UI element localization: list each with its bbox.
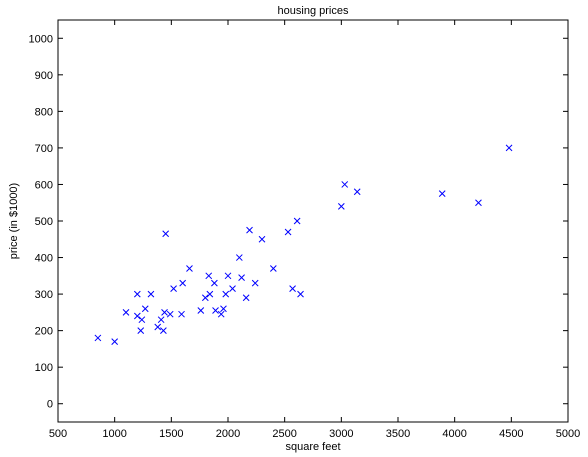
- y-tick-label: 400: [35, 253, 53, 265]
- data-point-marker: [137, 327, 145, 334]
- data-point-marker: [201, 294, 209, 302]
- data-point-marker: [242, 294, 250, 302]
- y-tick-label: 100: [35, 362, 53, 374]
- data-point-marker: [293, 217, 301, 225]
- data-point-marker: [205, 272, 213, 280]
- data-point-marker: [235, 254, 243, 261]
- data-point-marker: [246, 226, 253, 234]
- y-tick-label: 300: [35, 289, 53, 301]
- y-tick-label: 800: [35, 106, 53, 118]
- data-point-marker: [229, 285, 236, 292]
- data-point-marker: [186, 265, 193, 272]
- y-axis-ticks: 0 100 200 300 400 500 600 700 800 900 1000: [29, 33, 568, 411]
- data-point-marker: [212, 307, 219, 314]
- data-point-marker: [179, 279, 187, 287]
- data-point-marker: [289, 285, 296, 292]
- y-axis-title: price (in $1000): [8, 183, 20, 259]
- data-point-marker: [222, 290, 230, 298]
- data-point-marker: [161, 309, 168, 316]
- data-point-marker: [138, 316, 146, 324]
- data-point-marker: [238, 274, 245, 281]
- x-tick-label: 2000: [216, 428, 240, 440]
- x-tick-label: 1000: [102, 428, 126, 440]
- y-tick-label: 600: [35, 179, 53, 191]
- data-point-marker: [178, 310, 185, 318]
- data-point-marker: [505, 144, 513, 152]
- data-point-marker: [133, 312, 141, 320]
- x-tick-label: 1500: [159, 428, 183, 440]
- x-tick-label: 4500: [499, 428, 523, 440]
- data-point-marker: [211, 279, 218, 287]
- data-point-marker: [217, 310, 225, 318]
- data-point-marker: [206, 290, 214, 298]
- data-point-marker: [154, 323, 162, 331]
- x-tick-label: 4000: [442, 428, 466, 440]
- data-point-marker: [284, 228, 292, 236]
- data-points: [94, 144, 513, 345]
- data-point-marker: [162, 230, 170, 238]
- data-point-marker: [197, 307, 205, 314]
- y-tick-label: 700: [35, 143, 53, 155]
- data-point-marker: [170, 285, 177, 292]
- data-point-marker: [220, 305, 227, 313]
- data-point-marker: [337, 203, 345, 210]
- data-point-marker: [438, 190, 446, 197]
- x-tick-label: 3000: [329, 428, 353, 440]
- x-axis-ticks: 500 1000 1500 2000 2500 3000 3500 4000 4500 5000: [49, 20, 580, 440]
- x-tick-label: 3500: [386, 428, 410, 440]
- data-point-marker: [269, 265, 277, 272]
- x-tick-label: 500: [49, 428, 67, 440]
- plot-area: [57, 19, 569, 423]
- data-point-marker: [157, 316, 165, 324]
- data-point-marker: [133, 290, 141, 298]
- x-axis-title: square feet: [285, 441, 340, 453]
- data-point-marker: [353, 188, 361, 196]
- chart-title: housing prices: [278, 5, 349, 17]
- data-point-marker: [111, 338, 119, 345]
- data-point-marker: [160, 327, 167, 334]
- data-point-marker: [166, 310, 174, 318]
- y-tick-label: 500: [35, 216, 53, 228]
- y-tick-label: 1000: [29, 33, 53, 45]
- data-point-marker: [94, 334, 102, 342]
- y-tick-label: 200: [35, 326, 53, 338]
- data-point-marker: [122, 309, 130, 316]
- data-point-marker: [297, 290, 304, 298]
- x-tick-label: 5000: [556, 428, 580, 440]
- y-tick-label: 0: [47, 399, 53, 411]
- data-point-marker: [341, 181, 349, 188]
- data-point-marker: [475, 199, 482, 207]
- data-point-marker: [147, 290, 155, 298]
- x-tick-label: 2500: [272, 428, 296, 440]
- data-point-marker: [251, 279, 259, 287]
- data-point-marker: [141, 305, 149, 313]
- data-point-marker: [224, 272, 232, 280]
- y-tick-label: 900: [35, 70, 53, 82]
- data-point-marker: [258, 235, 266, 243]
